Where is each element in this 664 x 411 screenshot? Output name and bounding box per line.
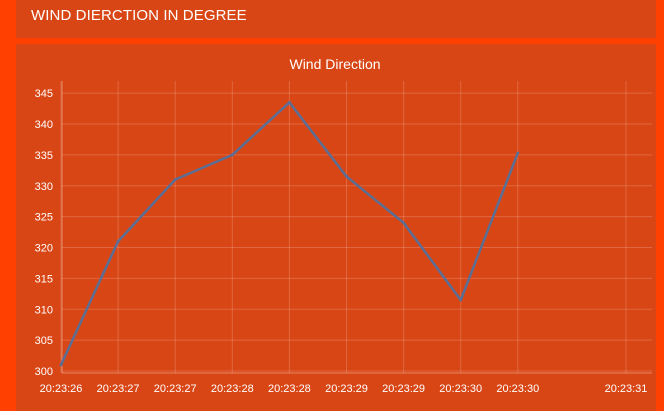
data-point: [345, 175, 348, 179]
x-tick-label: 20:23:30: [439, 383, 482, 395]
chart-panel: 300 305 310 315 320 325 330 335 340 345 20:23:26 2…: [16, 44, 656, 411]
data-point: [230, 153, 234, 157]
y-tick-label: 345: [35, 88, 53, 100]
x-tick-label: 20:23:26: [40, 383, 83, 395]
data-point: [459, 298, 463, 302]
y-tick-label: 330: [35, 181, 53, 193]
y-tick-label: 325: [35, 212, 53, 224]
series-layer: [59, 100, 520, 367]
y-tick-label: 320: [35, 243, 53, 255]
panel-title: WIND DIERCTION IN DEGREE: [31, 7, 247, 24]
x-tick-label: 20:23:29: [325, 383, 368, 395]
data-point: [173, 178, 177, 182]
x-tick-label: 20:23:27: [97, 383, 140, 395]
x-axis-ticks: 20:23:26 20:23:27 20:23:27 20:23:28 20:23:28…: [40, 383, 648, 395]
y-tick-label: 335: [35, 150, 53, 162]
axes: [61, 81, 652, 374]
x-tick-label: 20:23:28: [268, 383, 311, 395]
y-axis-ticks: 300 305 310 315 320 325 330 335 340 345: [35, 88, 53, 378]
header-panel: WIND DIERCTION IN DEGREE: [16, 0, 656, 38]
y-tick-label: 305: [35, 335, 53, 347]
data-point: [516, 151, 520, 155]
x-tick-label: 20:23:27: [154, 383, 197, 395]
y-tick-label: 340: [35, 119, 53, 131]
y-tick-label: 310: [35, 304, 53, 316]
data-point: [59, 363, 63, 367]
y-tick-label: 300: [35, 366, 53, 378]
y-tick-label: 315: [35, 273, 53, 285]
x-tick-label: 20:23:29: [382, 383, 425, 395]
x-tick-label: 20:23:31: [605, 383, 648, 395]
x-tick-label: 20:23:30: [496, 383, 539, 395]
data-point: [402, 221, 406, 225]
data-point: [116, 239, 120, 243]
chart-title: Wind Direction: [289, 56, 380, 72]
data-point: [287, 100, 291, 104]
x-tick-label: 20:23:28: [211, 383, 254, 395]
grid: [60, 81, 652, 373]
